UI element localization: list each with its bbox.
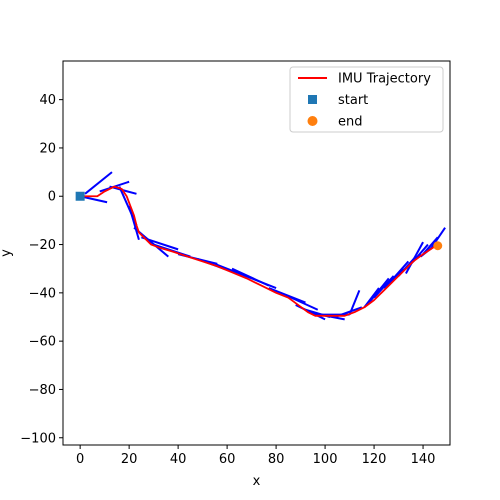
legend-start-swatch [308, 95, 317, 104]
trajectory-layer [80, 185, 439, 317]
x-tick-label: 140 [411, 452, 436, 467]
x-tick-label: 100 [313, 452, 338, 467]
imu-trajectory-line [80, 185, 439, 317]
start-marker [75, 191, 85, 201]
legend-box [289, 66, 444, 133]
y-tick-label: −60 [29, 335, 56, 350]
x-tick-label: 80 [268, 452, 285, 467]
x-axis-label: x [253, 474, 261, 489]
y-axis-ticks: 40 20 0 −20 −40 −60 −80 −100 [20, 93, 63, 446]
y-tick-label: −100 [20, 431, 56, 446]
heading-segment-7 [141, 236, 179, 251]
x-tick-label: 0 [76, 452, 84, 467]
heading-segment-1 [84, 171, 113, 195]
heading-segment-31 [422, 236, 439, 255]
heading-segment-22 [363, 287, 380, 308]
y-tick-label: −40 [29, 286, 56, 301]
y-tick-label: −80 [29, 383, 56, 398]
y-tick-label: 20 [39, 141, 56, 156]
legend-start-label: start [338, 93, 368, 108]
heading-segment-15 [285, 294, 319, 311]
x-tick-label: 20 [121, 452, 138, 467]
legend-trajectory-label: IMU Trajectory [338, 72, 431, 87]
x-tick-label: 120 [362, 452, 387, 467]
heading-segment-21 [348, 290, 361, 315]
x-axis-ticks: 0 20 40 60 80 100 120 140 [76, 445, 435, 467]
legend-end-label: end [338, 115, 363, 130]
heading-segment-13 [251, 277, 277, 289]
heading-segment-23 [368, 277, 390, 304]
legend-end-swatch [307, 116, 318, 126]
plot-frame [62, 60, 451, 446]
x-tick-label: 40 [170, 452, 187, 467]
y-axis-label: y [0, 249, 14, 257]
heading-segment-33 [405, 241, 424, 275]
heading-segment-5 [128, 205, 140, 240]
heading-segment-32 [429, 227, 446, 250]
legend: IMU Trajectory start end [289, 66, 444, 133]
y-tick-label: 0 [48, 190, 56, 205]
end-marker [433, 241, 443, 251]
y-tick-label: 40 [39, 93, 56, 108]
x-tick-label: 60 [219, 452, 236, 467]
y-tick-label: −20 [29, 238, 56, 253]
heading-segment-26 [390, 260, 410, 282]
endpoint-markers [75, 191, 443, 251]
